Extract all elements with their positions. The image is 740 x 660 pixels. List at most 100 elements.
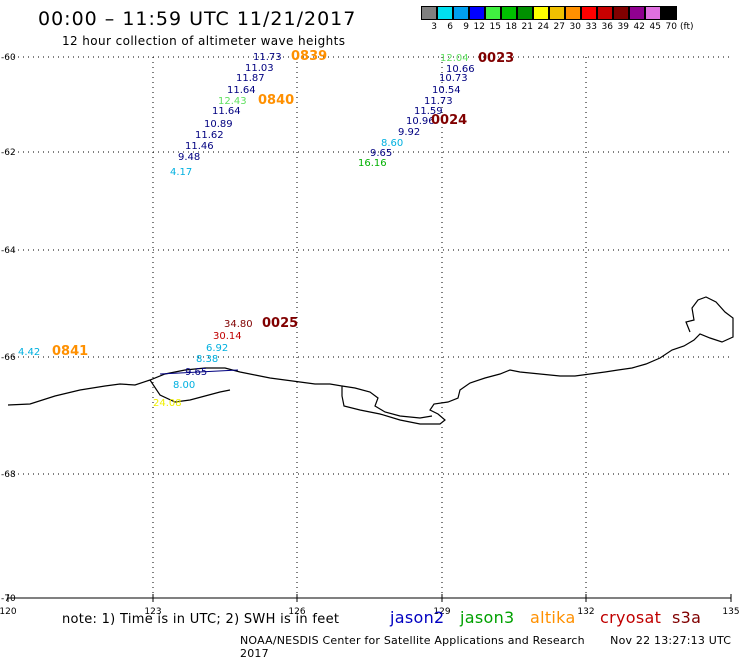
color-scale-legend: 3 6 9 12 15 18 21 24 27 30 33 36 39 42 45 70 (ft) xyxy=(421,6,694,32)
jason2-track-line xyxy=(159,369,239,375)
color-swatch xyxy=(453,6,469,20)
pass-time-label: 0839 xyxy=(291,49,327,64)
y-tick-label: -60 xyxy=(1,53,16,63)
wave-height-label: 9.65 xyxy=(185,367,207,378)
page-title: 00:00 – 11:59 UTC 11/21/2017 xyxy=(38,8,357,30)
wave-height-label: 11.64 xyxy=(227,85,256,96)
color-swatch-label: 45 xyxy=(649,22,661,32)
color-swatch-label: 3 xyxy=(431,22,437,32)
satellite-legend-altika: altika xyxy=(530,608,576,627)
wave-height-label: 11.73 xyxy=(253,52,282,63)
wave-height-label: 11.87 xyxy=(236,73,265,84)
y-tick-label: -70 xyxy=(1,594,16,604)
wave-height-label: 8.38 xyxy=(196,354,218,365)
color-swatch xyxy=(645,6,661,20)
pass-time-label: 0024 xyxy=(431,113,467,128)
page-subtitle: 12 hour collection of altimeter wave hei… xyxy=(62,34,346,48)
pass-time-label: 0840 xyxy=(258,93,294,108)
wave-height-label: 12.04 xyxy=(440,53,469,64)
coastline-inner-inlet xyxy=(341,385,433,419)
wave-height-label: 30.14 xyxy=(213,331,242,342)
wave-height-label: 8.60 xyxy=(381,138,403,149)
color-swatch xyxy=(549,6,565,20)
y-tick-label: -66 xyxy=(1,353,16,363)
satellite-legend-cryosat: cryosat xyxy=(600,608,662,627)
wave-height-label: 6.92 xyxy=(206,343,228,354)
color-swatch-label: 24 xyxy=(537,22,549,32)
wave-height-label: 11.62 xyxy=(195,130,224,141)
color-swatch xyxy=(613,6,629,20)
wave-height-label: 11.73 xyxy=(424,96,453,107)
pass-time-label: 0025 xyxy=(262,316,298,331)
color-swatch xyxy=(469,6,485,20)
color-swatch-label: 9 xyxy=(463,22,469,32)
wave-height-label: 9.92 xyxy=(398,127,420,138)
pass-time-label: 0841 xyxy=(52,344,88,359)
wave-height-label: 10.96 xyxy=(406,116,435,127)
color-swatch xyxy=(437,6,453,20)
x-tick-label: 120 xyxy=(0,607,17,617)
wave-height-label: 11.46 xyxy=(185,141,214,152)
color-scale-swatches xyxy=(421,6,694,20)
wave-height-label: 10.73 xyxy=(439,73,468,84)
wave-height-label: 4.17 xyxy=(170,167,192,178)
wave-height-label: 24.08 xyxy=(153,398,182,409)
color-swatch-label: 30 xyxy=(569,22,581,32)
color-swatch xyxy=(421,6,437,20)
color-swatch xyxy=(565,6,581,20)
color-swatch xyxy=(597,6,613,20)
color-swatch-label: 42 xyxy=(633,22,645,32)
x-tick-label: 132 xyxy=(577,607,594,617)
y-tick-label: -68 xyxy=(1,470,16,480)
wave-height-label: 11.59 xyxy=(414,106,443,117)
wave-height-label: 34.80 xyxy=(224,319,253,330)
color-swatch-label: 27 xyxy=(553,22,565,32)
footer-credit: NOAA/NESDIS Center for Satellite Applica… xyxy=(240,634,740,660)
wave-height-label: 16.16 xyxy=(358,158,387,169)
wave-height-label: 9.48 xyxy=(178,152,200,163)
wave-height-label: 11.64 xyxy=(212,106,241,117)
graticule: 120 123 126 129 132 135 -60 -62 -64 -66 -68 -70 xyxy=(0,53,740,617)
color-swatch-label: 21 xyxy=(521,22,533,32)
pass-time-label: 0023 xyxy=(478,51,514,66)
color-swatch xyxy=(485,6,501,20)
color-swatch xyxy=(629,6,645,20)
wave-height-label: 10.89 xyxy=(204,119,233,130)
x-tick-label: 126 xyxy=(288,607,305,617)
wave-height-label: 4.42 xyxy=(18,347,40,358)
wave-height-label: 10.66 xyxy=(446,64,475,75)
color-swatch-label: 15 xyxy=(489,22,501,32)
y-tick-label: -64 xyxy=(1,246,16,256)
footer-note: note: 1) Time is in UTC; 2) SWH is in fe… xyxy=(62,612,340,627)
x-tick-label: 135 xyxy=(722,607,739,617)
satellite-legend-jason2: jason2 xyxy=(390,608,445,627)
wave-height-label: 11.03 xyxy=(245,63,274,74)
color-swatch xyxy=(533,6,549,20)
satellite-legend-s3a: s3a xyxy=(672,608,702,627)
color-swatch-label: 33 xyxy=(585,22,597,32)
color-swatch xyxy=(517,6,533,20)
color-swatch-label: 36 xyxy=(601,22,613,32)
wave-height-label: 10.54 xyxy=(432,85,461,96)
credit-text: NOAA/NESDIS Center for Satellite Applica… xyxy=(240,634,585,647)
color-swatch xyxy=(581,6,597,20)
wave-height-label: 8.00 xyxy=(173,380,195,391)
coastline-west-cape xyxy=(149,379,231,403)
coastline xyxy=(7,296,734,425)
x-tick-label: 129 xyxy=(433,607,450,617)
color-swatch-label: 18 xyxy=(505,22,517,32)
color-swatch-label: 70 xyxy=(665,22,677,32)
color-scale-unit: (ft) xyxy=(680,22,694,32)
wave-height-label: 9.65 xyxy=(370,148,392,159)
color-swatch-label: 39 xyxy=(617,22,629,32)
y-tick-label: -62 xyxy=(1,148,16,158)
wave-height-label: 12.43 xyxy=(218,96,247,107)
satellite-legend-jason3: jason3 xyxy=(460,608,515,627)
color-scale-labels: 3 6 9 12 15 18 21 24 27 30 33 36 39 42 45 70 (ft) xyxy=(421,22,694,32)
color-swatch-label: 6 xyxy=(447,22,453,32)
color-swatch xyxy=(661,6,677,20)
track-labels: 11.7311.0311.8711.6412.4311.6410.8911.62… xyxy=(18,49,514,409)
color-swatch-label: 12 xyxy=(473,22,485,32)
color-swatch xyxy=(501,6,517,20)
